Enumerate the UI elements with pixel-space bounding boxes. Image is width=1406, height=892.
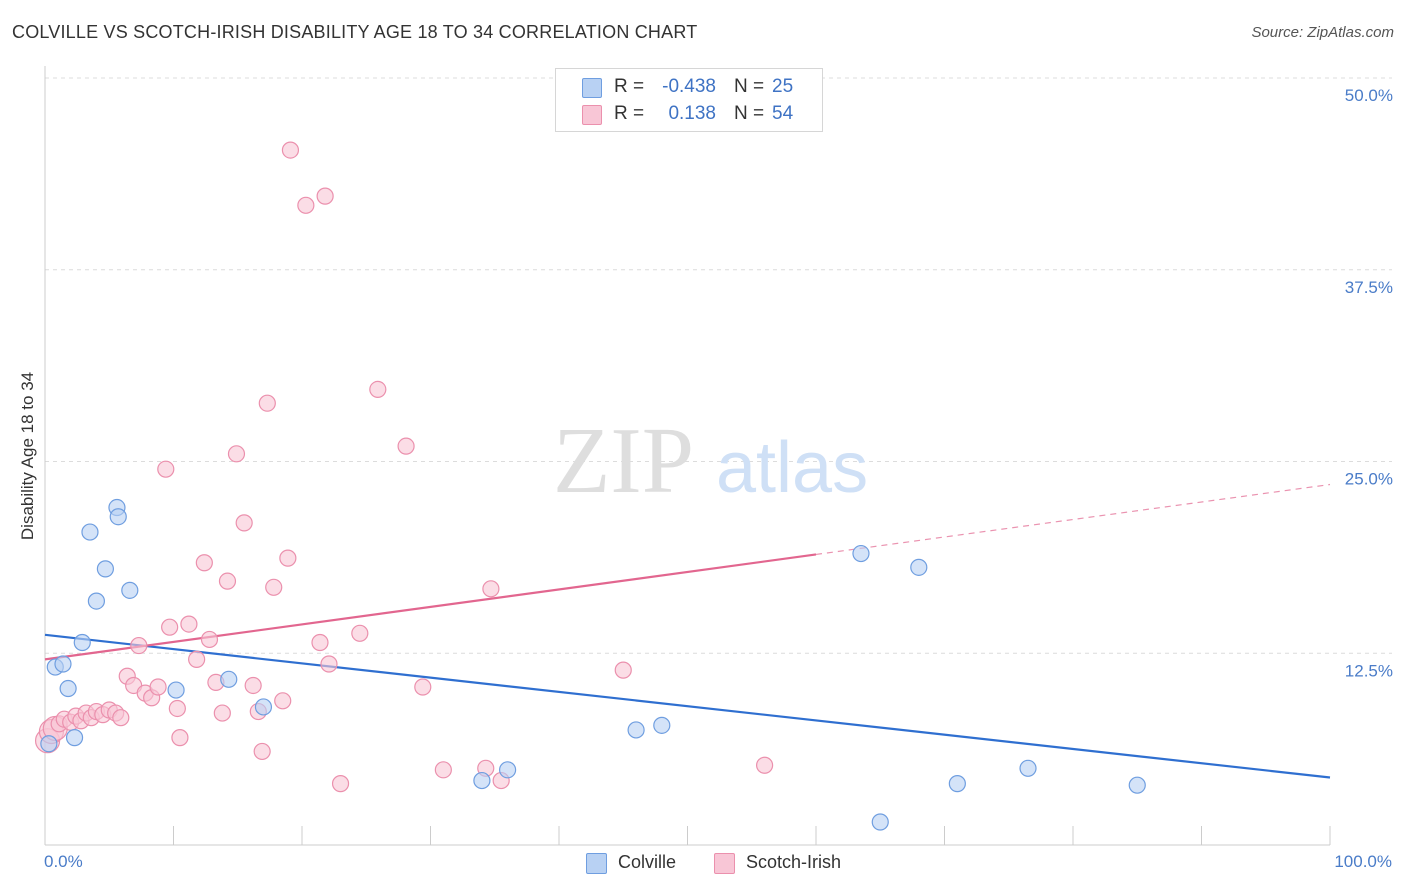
x-tick-label-min: 0.0%	[44, 852, 83, 871]
scotch-irish-point	[157, 460, 175, 478]
scotch-irish-point	[195, 554, 213, 572]
scotch-irish-point	[320, 655, 338, 673]
colville-swatch	[586, 853, 607, 874]
scotch-irish-point	[149, 678, 167, 696]
legend-n-label: N =	[734, 103, 765, 124]
legend-r-value: 0.138	[668, 103, 716, 124]
colville-point	[852, 544, 870, 563]
scotch-irish-point	[180, 615, 198, 633]
colville-point	[1128, 776, 1146, 794]
scotch-irish-point	[369, 380, 387, 399]
trend-line-colville	[44, 633, 1331, 779]
y-tick-label: 12.5%	[1345, 661, 1393, 680]
scotch-irish-point	[188, 650, 206, 668]
colville-point	[473, 771, 491, 790]
legend-r-label: R =	[614, 76, 645, 97]
scotch-irish-points	[34, 141, 774, 793]
colville-point	[627, 721, 645, 739]
scotch-irish-point	[253, 742, 271, 761]
legend-r-label: R =	[614, 103, 645, 124]
colville-point	[220, 670, 238, 688]
legend-row-colville: R = -0.438 N = 25	[556, 76, 822, 100]
scotch-irish-point	[171, 729, 189, 747]
colville-point	[59, 679, 77, 698]
colville-point	[96, 560, 114, 578]
watermark-atlas: atlas	[716, 428, 868, 508]
scotch-irish-point	[434, 761, 452, 779]
y-tick-labels: 12.5% 25.0% 37.5% 50.0%	[1345, 86, 1393, 680]
colville-point	[65, 729, 84, 747]
correlation-legend: R = -0.438 N = 25 R = 0.138 N = 54	[555, 68, 823, 132]
scotch-irish-point	[414, 678, 432, 696]
colville-point	[121, 581, 139, 599]
legend-n-value: 25	[772, 76, 794, 97]
scotch-irish-point	[614, 661, 632, 679]
colville-point	[73, 633, 91, 652]
colville-point	[87, 592, 106, 610]
scotch-irish-point	[130, 636, 148, 655]
watermark-zip: ZIP	[553, 409, 694, 513]
source-credit: Source: ZipAtlas.com	[1251, 24, 1394, 41]
trend-line-scotch-irish	[44, 553, 817, 661]
colville-point	[167, 681, 185, 699]
legend-r-value: -0.438	[662, 76, 716, 97]
scotch-irish-point	[258, 394, 276, 412]
scotch-irish-point	[161, 618, 179, 636]
trend-line-extension	[815, 483, 1331, 556]
scotch-irish-swatch	[714, 853, 735, 874]
colville-points	[40, 498, 1146, 831]
legend-label-colville: Colville	[618, 852, 677, 872]
trend-lines	[44, 483, 1331, 779]
legend-row-scotch-irish: R = 0.138 N = 54	[556, 103, 822, 127]
x-tick-label-max: 100.0%	[1334, 852, 1392, 871]
scotch-irish-point	[274, 692, 292, 710]
scotch-irish-point	[112, 709, 130, 727]
scotch-irish-point	[244, 676, 262, 695]
scotch-irish-point	[397, 437, 415, 455]
legend-n-value: 54	[772, 103, 794, 124]
scotch-irish-point	[297, 196, 315, 214]
scotch-irish-point	[281, 141, 300, 159]
scotch-irish-point	[227, 445, 246, 463]
y-tick-label: 50.0%	[1345, 86, 1393, 105]
scotch-irish-point	[218, 572, 237, 590]
scotch-irish-point	[200, 630, 219, 649]
colville-swatch	[582, 78, 602, 98]
colville-point	[254, 698, 273, 716]
scotch-irish-point	[168, 699, 186, 718]
colville-point	[54, 655, 72, 673]
colville-point	[1019, 759, 1037, 777]
colville-point	[948, 775, 966, 793]
colville-point	[910, 558, 928, 576]
scotch-irish-point	[311, 633, 329, 652]
scotch-irish-point	[279, 549, 297, 567]
scotch-irish-point	[331, 775, 350, 793]
scotch-irish-point	[235, 514, 253, 532]
scotch-irish-point	[213, 704, 231, 722]
colville-point	[40, 735, 58, 753]
colville-point	[499, 761, 517, 779]
axes	[44, 66, 1331, 846]
scotch-irish-point	[482, 580, 500, 598]
y-tick-label: 25.0%	[1345, 470, 1393, 489]
legend-label-scotch-irish: Scotch-Irish	[746, 852, 842, 872]
scotch-irish-point	[351, 624, 369, 642]
colville-point	[81, 523, 99, 541]
scotch-irish-point	[316, 187, 334, 205]
legend-n-label: N =	[734, 76, 765, 97]
colville-point	[871, 813, 889, 831]
y-tick-label: 37.5%	[1345, 278, 1393, 297]
scotch-irish-point	[265, 578, 283, 596]
scotch-irish-point	[755, 756, 774, 774]
colville-point	[653, 716, 671, 734]
chart-title: COLVILLE VS SCOTCH-IRISH DISABILITY AGE …	[12, 22, 698, 42]
scotch-irish-swatch	[582, 105, 602, 125]
colville-point	[109, 508, 127, 526]
y-axis-label: Disability Age 18 to 34	[18, 371, 37, 541]
